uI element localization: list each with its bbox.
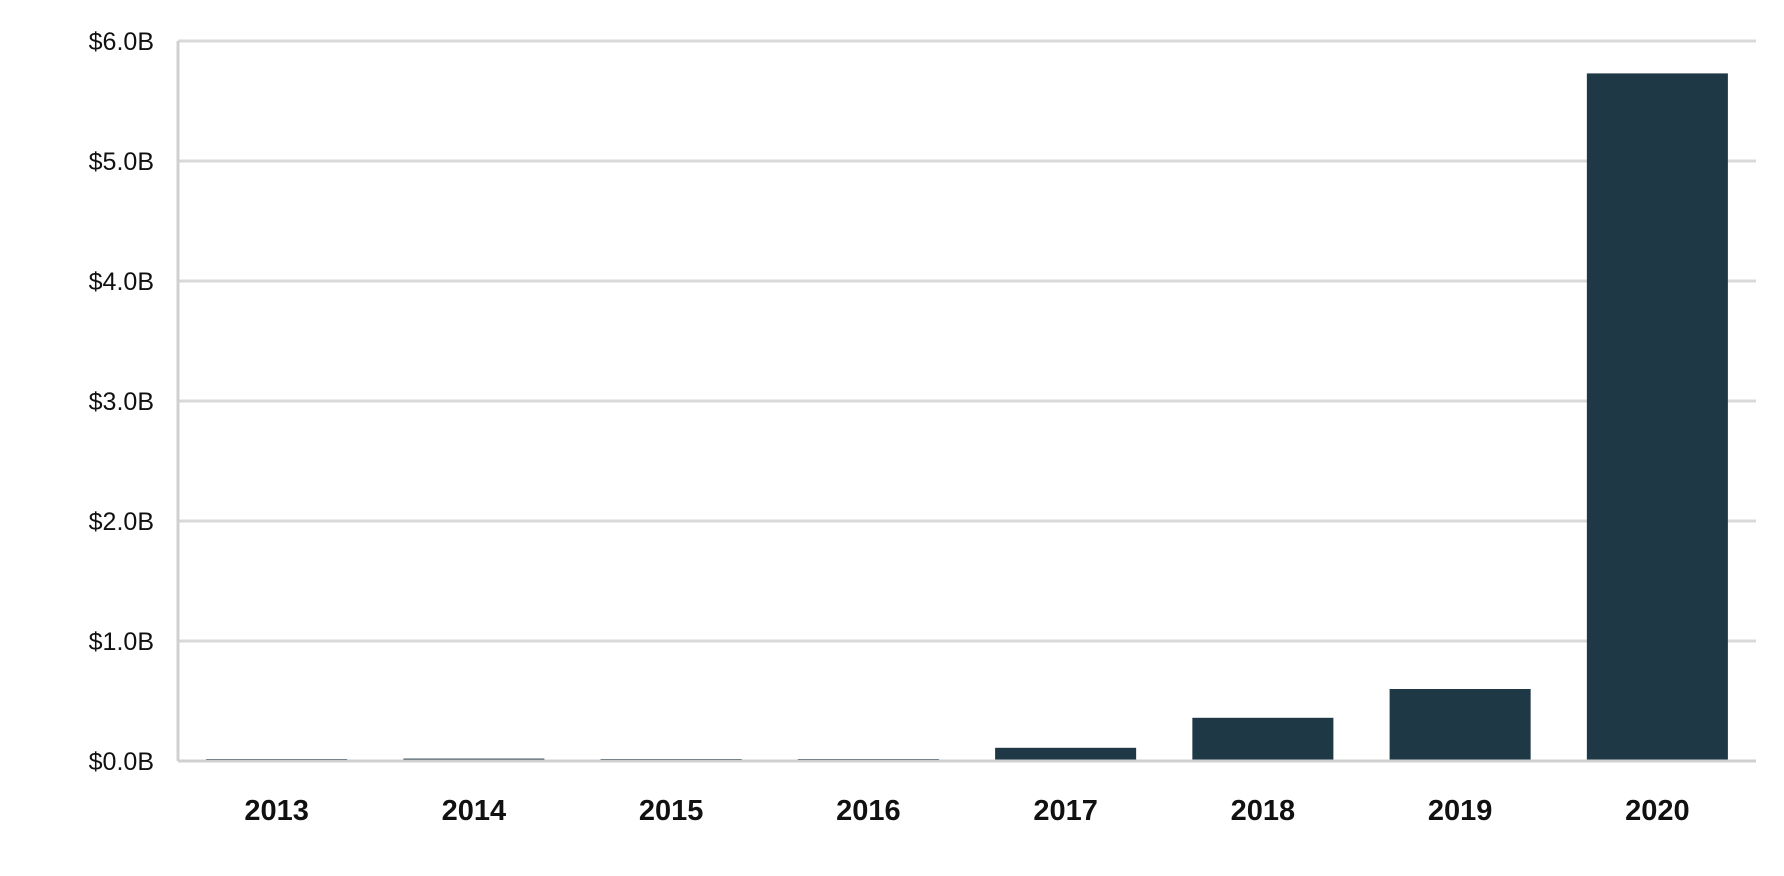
y-tick-label: $6.0B xyxy=(89,28,154,56)
y-tick-label: $0.0B xyxy=(89,748,154,776)
x-tick-label: 2015 xyxy=(639,795,704,827)
y-tick-label: $1.0B xyxy=(89,628,154,656)
x-tick-label: 2019 xyxy=(1428,795,1493,827)
y-tick-label: $2.0B xyxy=(89,508,154,536)
y-axis-ticks: $0.0B $1.0B $2.0B $3.0B $4.0B $5.0B $6.0B xyxy=(89,28,154,776)
x-tick-label: 2017 xyxy=(1033,795,1098,827)
x-tick-label: 2014 xyxy=(442,795,507,827)
gridlines xyxy=(178,39,1756,643)
x-tick-label: 2020 xyxy=(1625,795,1690,827)
bar-2020 xyxy=(1586,73,1728,761)
x-tick-label: 2018 xyxy=(1231,795,1296,827)
bar-2017 xyxy=(995,747,1137,761)
bar-2018 xyxy=(1192,717,1334,761)
x-axis-ticks: 2013 2014 2015 2016 2017 2018 2019 2020 xyxy=(244,795,1689,827)
y-tick-label: $5.0B xyxy=(89,148,154,176)
x-tick-label: 2013 xyxy=(244,795,309,827)
y-tick-label: $4.0B xyxy=(89,268,154,296)
bar-2019 xyxy=(1389,689,1531,761)
x-tick-label: 2016 xyxy=(836,795,901,827)
bars xyxy=(206,73,1728,761)
y-tick-label: $3.0B xyxy=(89,388,154,416)
